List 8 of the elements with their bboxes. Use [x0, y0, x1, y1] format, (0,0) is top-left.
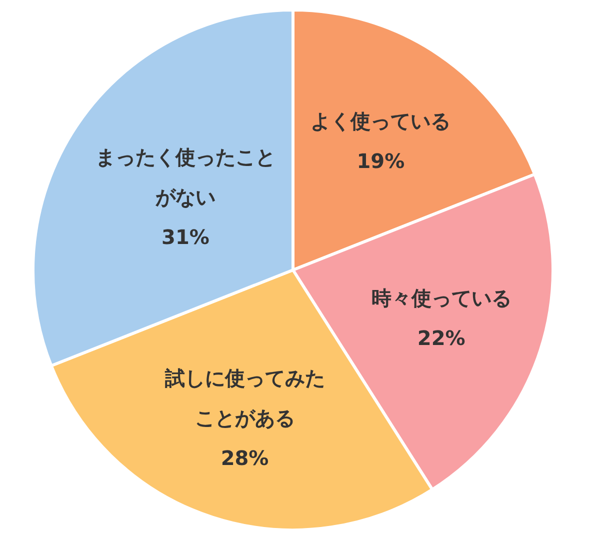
data-label: 19%	[356, 148, 405, 173]
slice-label: よく使っている	[310, 108, 451, 133]
slice-label: 時々使っている	[371, 286, 512, 310]
slice-label: 試しに使ってみたことがある	[164, 366, 325, 430]
data-label: 28%	[220, 446, 269, 470]
slice-label: まったく使ったことがない	[95, 144, 276, 209]
data-label: 31%	[162, 224, 210, 249]
data-label: 22%	[417, 326, 466, 350]
